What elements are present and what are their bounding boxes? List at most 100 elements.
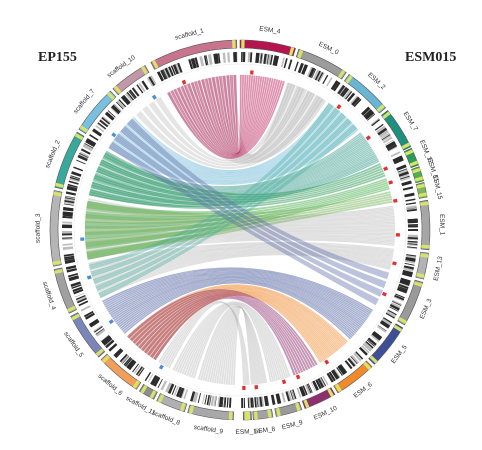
feature-tick bbox=[157, 378, 163, 389]
synteny-link bbox=[98, 124, 358, 299]
feature-tick bbox=[123, 357, 132, 366]
synteny-link bbox=[190, 81, 313, 160]
feature-tick bbox=[283, 58, 288, 69]
synteny-link bbox=[88, 242, 394, 267]
feature-tick bbox=[180, 388, 185, 398]
synteny-link bbox=[116, 118, 349, 180]
feature-tick bbox=[125, 92, 134, 102]
feature-tick bbox=[243, 52, 246, 63]
synteny-link bbox=[211, 75, 256, 154]
feature-tick bbox=[79, 151, 90, 158]
synteny-link bbox=[222, 74, 249, 153]
genome-title-right: ESM015 bbox=[405, 50, 457, 65]
marker-glyph bbox=[80, 237, 85, 241]
feature-tick bbox=[381, 134, 391, 141]
feature-tick bbox=[208, 54, 213, 65]
feature-tick bbox=[290, 389, 295, 400]
feature-tick bbox=[152, 376, 159, 386]
feature-tick bbox=[76, 296, 87, 302]
sequence-label: ESM_7 bbox=[401, 111, 419, 133]
sequence-label: ESM_15 bbox=[431, 174, 443, 200]
synteny-link bbox=[190, 77, 270, 156]
feature-tick bbox=[128, 361, 136, 370]
feature-tick bbox=[221, 397, 224, 408]
sequence-label: ESM_9 bbox=[281, 419, 304, 431]
segment-end-marker bbox=[52, 260, 62, 265]
feature-tick bbox=[183, 389, 189, 400]
synteny-link bbox=[88, 102, 334, 270]
feature-tick bbox=[67, 185, 78, 189]
synteny-link bbox=[170, 80, 283, 159]
feature-tick bbox=[122, 94, 131, 104]
feature-tick bbox=[131, 87, 140, 97]
feature-tick bbox=[399, 283, 409, 288]
feature-tick bbox=[192, 391, 198, 403]
feature-tick bbox=[83, 310, 94, 318]
sequence-label: ESM_2 bbox=[366, 71, 387, 91]
feature-tick bbox=[399, 175, 410, 180]
feature-tick bbox=[316, 71, 323, 81]
synteny-link bbox=[113, 121, 353, 182]
segment-end-marker bbox=[107, 91, 115, 100]
sequence-label: scaffold_2 bbox=[44, 139, 62, 169]
feature-tick bbox=[386, 310, 397, 318]
feature-tick bbox=[126, 91, 135, 101]
feature-tick bbox=[350, 95, 358, 104]
feature-tick bbox=[62, 233, 73, 236]
feature-tick bbox=[115, 349, 123, 358]
feature-tick bbox=[177, 62, 183, 73]
segment-end-marker bbox=[54, 269, 63, 275]
sequence-label: scaffold_3 bbox=[35, 213, 42, 243]
feature-tick bbox=[105, 112, 115, 120]
synteny-link bbox=[96, 251, 392, 291]
synteny-link bbox=[85, 193, 392, 224]
feature-tick bbox=[405, 202, 417, 205]
feature-tick bbox=[405, 254, 417, 259]
synteny-link bbox=[164, 302, 247, 386]
feature-tick bbox=[304, 384, 311, 395]
marker-glyph bbox=[158, 364, 164, 370]
feature-tick bbox=[65, 191, 77, 196]
feature-tick bbox=[70, 281, 81, 287]
synteny-link bbox=[127, 107, 337, 174]
segment-end-marker bbox=[409, 160, 419, 167]
synteny-link bbox=[221, 75, 296, 156]
feature-tick bbox=[261, 396, 265, 407]
feature-tick bbox=[353, 352, 362, 362]
synteny-link bbox=[187, 77, 272, 156]
feature-tick bbox=[285, 391, 291, 402]
synteny-link bbox=[92, 112, 347, 285]
synteny-link bbox=[204, 305, 265, 384]
feature-tick bbox=[136, 84, 144, 94]
synteny-link bbox=[183, 78, 274, 157]
synteny-link bbox=[113, 133, 383, 297]
segment-end-marker bbox=[338, 69, 346, 79]
feature-tick bbox=[394, 294, 405, 302]
feature-tick bbox=[64, 257, 75, 261]
segment-esm-9 bbox=[274, 401, 303, 417]
feature-tick bbox=[298, 386, 304, 397]
feature-tick bbox=[102, 336, 111, 345]
feature-tick bbox=[332, 369, 339, 379]
synteny-link bbox=[120, 114, 345, 178]
segment-end-marker bbox=[157, 394, 165, 403]
sequence-label: scaffold_9 bbox=[193, 424, 224, 436]
feature-tick bbox=[66, 187, 77, 192]
feature-tick bbox=[74, 292, 85, 298]
feature-tick bbox=[331, 81, 339, 91]
feature-tick bbox=[133, 364, 141, 374]
feature-tick bbox=[339, 364, 348, 374]
feature-tick bbox=[96, 122, 106, 130]
synteny-link bbox=[107, 272, 367, 321]
synteny-link bbox=[92, 247, 393, 279]
feature-tick bbox=[151, 375, 158, 385]
feature-tick bbox=[361, 345, 370, 354]
feature-tick bbox=[382, 317, 393, 324]
feature-tick bbox=[312, 380, 319, 391]
feature-tick bbox=[362, 107, 371, 116]
synteny-link bbox=[111, 124, 355, 183]
synteny-link bbox=[128, 106, 335, 173]
feature-tick bbox=[170, 65, 177, 76]
synteny-link bbox=[121, 113, 344, 177]
marker-glyph bbox=[395, 233, 400, 237]
